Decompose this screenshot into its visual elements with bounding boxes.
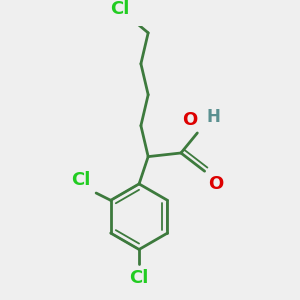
Text: O: O xyxy=(182,111,197,129)
Text: Cl: Cl xyxy=(129,269,149,287)
Text: O: O xyxy=(208,175,224,193)
Text: H: H xyxy=(206,108,220,126)
Text: Cl: Cl xyxy=(71,171,91,189)
Text: Cl: Cl xyxy=(111,0,130,18)
